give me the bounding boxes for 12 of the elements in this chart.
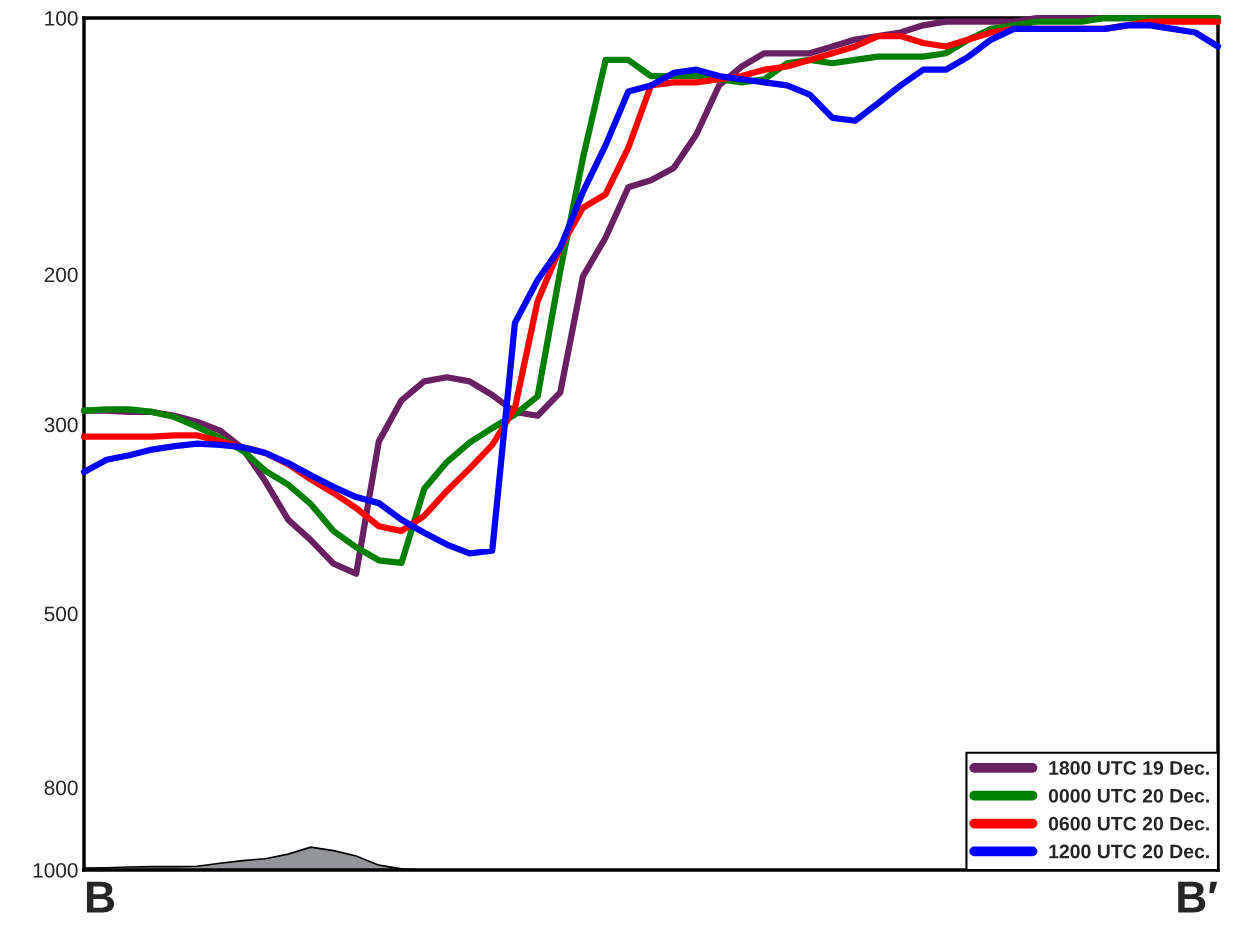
- y-tick-label: 1000: [33, 863, 78, 878]
- legend-label: 0600 UTC 20 Dec.: [1048, 816, 1209, 831]
- text: B: [86, 881, 115, 913]
- y-tick-label: 300: [44, 417, 78, 433]
- legend-label: 1800 UTC 19 Dec.: [1049, 761, 1209, 775]
- legend-label: 1200 UTC 20 Dec.: [1049, 844, 1209, 859]
- y-tick-label: 500: [44, 606, 78, 622]
- legend-label: 0000 UTC 20 Dec.: [1048, 788, 1209, 803]
- y-tick-label: 100: [45, 11, 78, 26]
- text: B′: [1178, 881, 1218, 913]
- y-tick-label: 200: [44, 267, 78, 283]
- y-tick-label: 800: [44, 780, 78, 796]
